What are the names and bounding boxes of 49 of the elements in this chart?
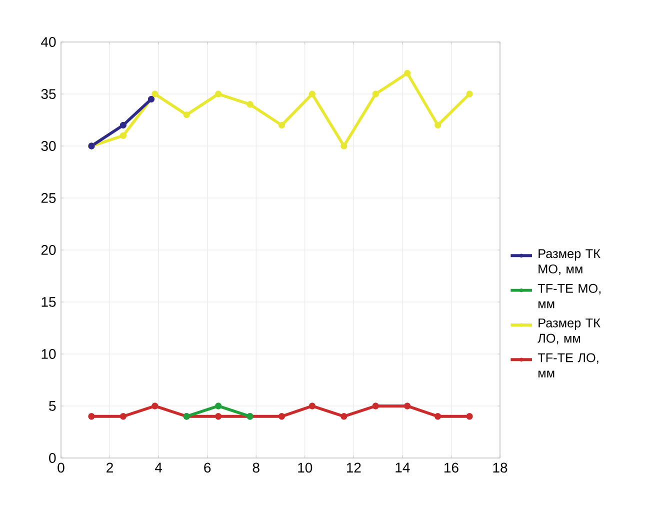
point (152, 90, 158, 98)
x-tick-label: 2 (106, 462, 113, 472)
y-tick-label: 40 (41, 37, 56, 47)
point (152, 402, 158, 410)
y-tick-label: 5 (49, 401, 56, 411)
point (183, 111, 190, 118)
point (340, 413, 348, 420)
y-tick-label: 25 (41, 193, 56, 203)
x-tick-label: 8 (252, 462, 260, 473)
point (120, 132, 127, 139)
point (434, 122, 442, 129)
point (404, 402, 411, 410)
legend-label: Размер ТК МО, мм (538, 249, 600, 275)
point (246, 101, 254, 108)
y-tick-label: 15 (42, 297, 56, 307)
point (466, 90, 473, 98)
x-tick-label: 18 (493, 462, 508, 473)
point (340, 142, 348, 150)
point (278, 413, 286, 420)
point (278, 122, 286, 129)
y-tick-label: 10 (42, 349, 56, 359)
point (88, 413, 95, 420)
point (404, 70, 411, 77)
x-tick-label: 10 (298, 462, 312, 473)
point (120, 413, 127, 420)
legend-label: Размер ТК ЛО, мм (538, 318, 600, 344)
point (308, 90, 316, 98)
point (308, 402, 316, 410)
point (372, 90, 379, 98)
point (214, 402, 222, 410)
legend-label: TF-TE МО, мм (538, 284, 600, 308)
legend-label: TF-TE ЛО, мм (538, 353, 598, 378)
y-tick-label: 0 (49, 453, 56, 463)
point (214, 413, 222, 420)
x-tick-label: 16 (444, 462, 458, 473)
point (120, 122, 127, 129)
point (214, 90, 222, 98)
y-tick-label: 20 (41, 245, 56, 255)
point (434, 413, 442, 420)
point (372, 402, 379, 410)
point (148, 96, 155, 103)
x-tick-label: 12 (346, 462, 361, 472)
y-tick-label: 35 (41, 89, 56, 99)
y-tick-label: 30 (41, 141, 56, 151)
point (466, 413, 473, 420)
x-tick-label: 6 (204, 462, 211, 473)
x-tick-label: 14 (396, 462, 410, 472)
x-tick-label: 0 (58, 462, 64, 473)
x-tick-label: 4 (154, 462, 162, 472)
